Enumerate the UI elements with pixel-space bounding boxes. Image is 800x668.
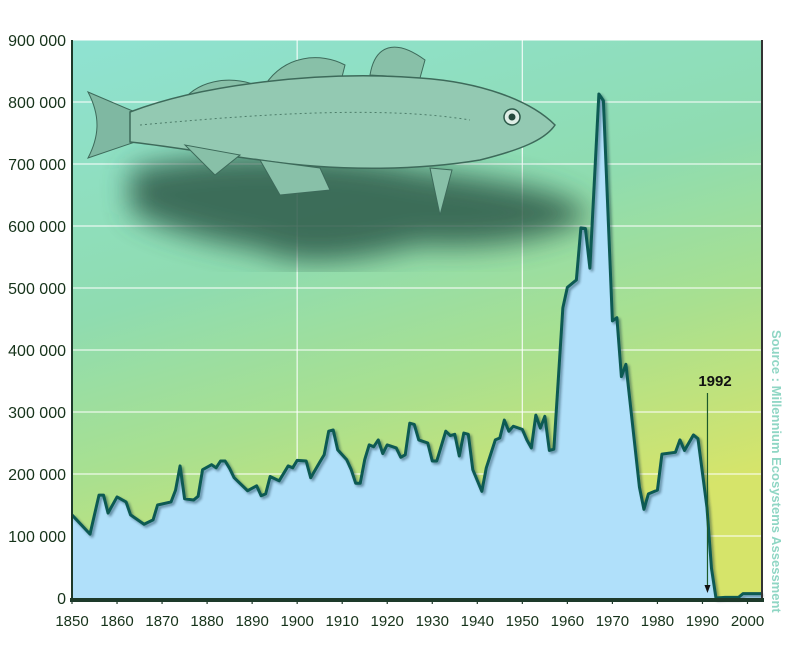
fish-pupil — [508, 113, 516, 121]
x-tick-label: 1910 — [326, 613, 359, 630]
fish-fin-bottom — [183, 144, 453, 216]
x-tick-label: 1900 — [280, 613, 313, 630]
x-tick-label: 1990 — [686, 613, 719, 630]
fish-shadow — [130, 155, 590, 262]
x-axis-ticks: 1850 1860 1870 1880 1890 1900 1910 1920 1930 1940… — [55, 598, 764, 630]
y-tick-label: 900 000 — [8, 33, 66, 50]
x-tick-label: 1880 — [190, 613, 223, 630]
x-tick-label: 1870 — [145, 613, 178, 630]
x-tick-label: 1930 — [416, 613, 449, 630]
x-tick-label: 1960 — [551, 613, 584, 630]
series-fill — [72, 93, 762, 598]
y-tick-label: 100 000 — [8, 529, 66, 546]
y-tick-label: 800 000 — [8, 95, 66, 112]
x-tick-label: 1920 — [371, 613, 404, 630]
y-tick-label: 500 000 — [8, 281, 66, 298]
x-tick-label: 1860 — [100, 613, 133, 630]
y-tick-label: 600 000 — [8, 219, 66, 236]
fish-body — [129, 75, 556, 170]
series-area — [70, 92, 762, 600]
x-tick-label: 1950 — [506, 613, 539, 630]
y-tick-label: 300 000 — [8, 405, 66, 422]
x-tick-label: 2000 — [731, 613, 764, 630]
annotation-arrowhead — [704, 585, 711, 593]
y-tick-label: 400 000 — [8, 343, 66, 360]
fish-tail — [86, 90, 136, 159]
x-tick-label: 1850 — [55, 613, 88, 630]
source-note: Source : Millennium Ecosystems Assessmen… — [769, 330, 784, 613]
y-tick-label: 0 — [57, 591, 66, 608]
annotation-1992: 1992 — [698, 373, 732, 593]
x-tick-label: 1890 — [235, 613, 268, 630]
cod-fish-illustration — [86, 46, 590, 262]
x-tick-label: 1980 — [641, 613, 674, 630]
series-line — [70, 92, 762, 600]
y-tick-label: 200 000 — [8, 467, 66, 484]
annotation-label: 1992 — [698, 373, 731, 390]
x-tick-label: 1970 — [596, 613, 629, 630]
y-axis-ticks: 0 100 000 200 000 300 000 400 000 500 000 600 … — [8, 33, 66, 608]
y-tick-label: 700 000 — [8, 157, 66, 174]
x-tick-label: 1940 — [461, 613, 494, 630]
